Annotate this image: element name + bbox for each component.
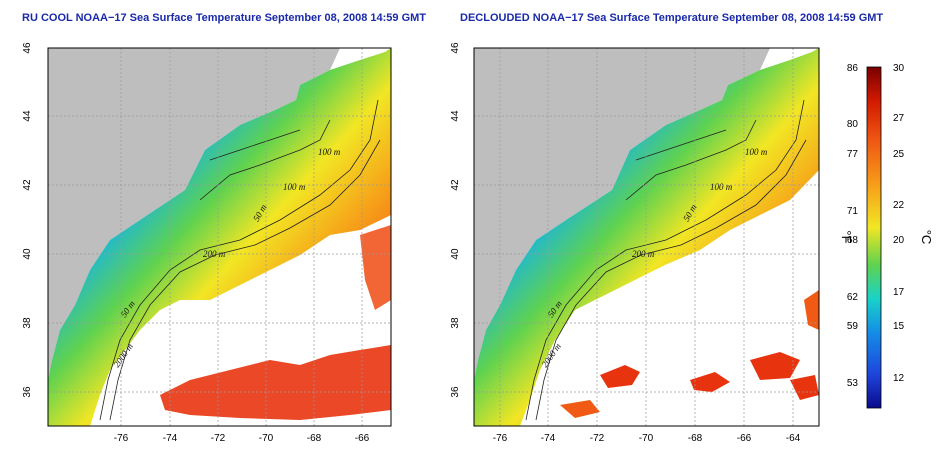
fahrenheit-tick: 86 (847, 63, 859, 74)
y-tick: 38 (450, 317, 461, 329)
warm-patch (790, 375, 819, 400)
graticule (474, 48, 819, 426)
y-tick: 40 (450, 248, 461, 260)
warm-patch (690, 372, 730, 392)
celsius-tick: 12 (893, 373, 905, 384)
warm-patch (750, 352, 800, 380)
warm-patch (600, 365, 640, 388)
fahrenheit-tick: 71 (847, 206, 859, 217)
graticule (48, 48, 391, 426)
x-tick: -72 (590, 433, 605, 444)
y-tick: 42 (450, 179, 461, 191)
right-map-title: DECLOUDED NOAA−17 Sea Surface Temperatur… (460, 12, 884, 24)
fahrenheit-tick: 62 (847, 292, 859, 303)
x-tick: -68 (688, 433, 703, 444)
y-tick: 36 (22, 386, 33, 398)
fahrenheit-tick: 53 (847, 378, 859, 389)
y-tick: 46 (450, 42, 461, 54)
y-tick: 46 (22, 42, 33, 54)
contour-label: 100 m (283, 182, 306, 192)
warm-patch (560, 400, 600, 418)
celsius-tick: 30 (893, 63, 905, 74)
fahrenheit-tick: 68 (847, 235, 859, 246)
celsius-tick: 15 (893, 321, 905, 332)
y-axis-ticks: 46 44 42 40 38 36 (22, 42, 33, 398)
contour-label: 100 m (710, 182, 733, 192)
y-tick: 44 (450, 110, 461, 122)
warm-patch (360, 225, 391, 310)
y-tick: 44 (22, 110, 33, 122)
y-tick: 36 (450, 386, 461, 398)
left-map-title: RU COOL NOAA−17 Sea Surface Temperature … (22, 12, 427, 24)
bathymetry-contours (99, 99, 381, 421)
x-tick: -72 (211, 433, 226, 444)
y-tick: 40 (22, 248, 33, 260)
x-tick: -64 (786, 433, 801, 444)
celsius-unit-label: °C (919, 230, 934, 245)
fahrenheit-tick: 77 (847, 149, 859, 160)
x-tick: -76 (493, 433, 508, 444)
map-frame (47, 47, 392, 427)
right-sst-map: 100 m 100 m 50 m 200 m 50 m 2000 m -76 -… (450, 42, 820, 444)
x-tick: -74 (163, 433, 178, 444)
sst-field (48, 48, 391, 426)
y-tick: 38 (22, 317, 33, 329)
contour-label: 100 m (318, 147, 341, 157)
land-mass (474, 48, 770, 380)
contour-label: 200 m (203, 249, 226, 259)
temperature-colorbar: 86 80 77 71 68 62 59 53 30 27 25 22 20 1… (839, 63, 934, 409)
x-tick: -66 (737, 433, 752, 444)
x-tick: -74 (541, 433, 556, 444)
fahrenheit-tick: 59 (847, 321, 859, 332)
x-tick: -70 (639, 433, 654, 444)
y-tick: 42 (22, 179, 33, 191)
x-tick: -68 (307, 433, 322, 444)
land-mass (48, 48, 340, 380)
celsius-tick: 27 (893, 113, 905, 124)
colorbar-gradient (866, 66, 882, 409)
warm-patch (804, 290, 819, 330)
bathymetry-contours (525, 99, 807, 421)
sst-field (474, 48, 819, 426)
fahrenheit-unit-label: °F (839, 230, 854, 243)
x-tick: -70 (259, 433, 274, 444)
celsius-tick: 17 (893, 287, 905, 298)
contour-label: 100 m (745, 147, 768, 157)
x-tick: -76 (114, 433, 129, 444)
y-axis-ticks: 46 44 42 40 38 36 (450, 42, 461, 398)
x-tick: -66 (355, 433, 370, 444)
map-frame (473, 47, 820, 427)
x-axis-ticks: -76 -74 -72 -70 -68 -66 -64 (493, 433, 801, 444)
celsius-tick: 25 (893, 149, 905, 160)
x-axis-ticks: -76 -74 -72 -70 -68 -66 (114, 433, 370, 444)
left-sst-map: 100 m 100 m 50 m 200 m 50 m 2000 m -76 -… (22, 42, 392, 444)
celsius-tick: 22 (893, 200, 905, 211)
fahrenheit-tick: 80 (847, 119, 859, 130)
celsius-tick: 20 (893, 235, 905, 246)
